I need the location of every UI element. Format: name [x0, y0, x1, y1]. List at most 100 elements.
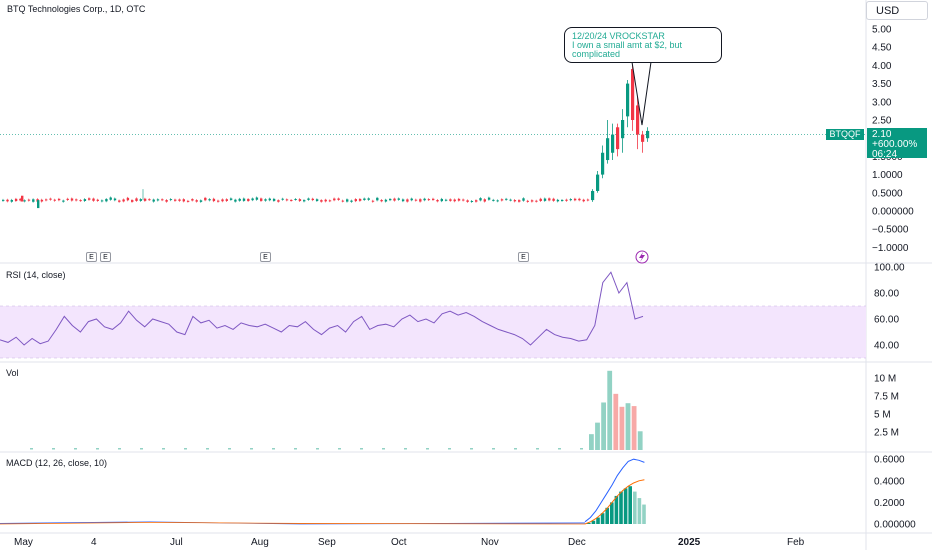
earnings-marker[interactable]: E	[518, 252, 529, 262]
candle	[483, 199, 486, 202]
candle	[444, 199, 448, 201]
candle	[449, 199, 452, 201]
candle	[290, 199, 293, 201]
macd-histogram-bar	[591, 520, 596, 524]
macd-tick: 0.4000	[874, 476, 905, 487]
volume-bar	[228, 448, 231, 450]
candle	[229, 198, 233, 200]
candle	[113, 198, 117, 201]
volume-bar	[96, 448, 99, 450]
candle	[384, 199, 388, 202]
event-flash-glyph	[639, 252, 645, 262]
candle	[281, 198, 284, 200]
macd-histogram-bar	[619, 491, 623, 524]
candle	[148, 199, 151, 201]
candle	[457, 198, 461, 201]
candle	[487, 197, 491, 200]
candle	[311, 198, 314, 201]
candle	[57, 198, 61, 201]
volume-bar	[601, 402, 606, 450]
volume-bar	[404, 448, 407, 450]
candle	[165, 200, 168, 202]
macd-histogram-bar	[633, 491, 637, 524]
price-tick: 4.00	[872, 61, 892, 72]
candle	[37, 200, 40, 209]
candle	[100, 200, 104, 202]
candle	[92, 198, 95, 201]
callout-line-1: 12/20/24 VROCKSTAR	[572, 31, 665, 41]
candle	[195, 200, 198, 202]
vol-tick: 2.5 M	[874, 428, 899, 439]
candle	[406, 199, 409, 202]
macd-histogram-bar	[600, 513, 605, 524]
volume-bar	[589, 434, 594, 450]
candle	[221, 199, 224, 202]
bar-countdown: 06:24	[872, 149, 898, 160]
candle	[470, 200, 474, 202]
candle	[641, 134, 645, 142]
volume-bar	[607, 370, 613, 450]
candle	[462, 199, 465, 201]
candle	[376, 197, 379, 201]
candle	[126, 197, 130, 201]
candle	[333, 198, 336, 201]
candle	[578, 198, 581, 201]
candle	[238, 198, 241, 201]
price-tick: 3.00	[872, 97, 892, 108]
volume-bar	[272, 448, 275, 450]
time-tick: Aug	[251, 537, 269, 548]
volume-bar	[492, 448, 495, 450]
candle	[397, 198, 400, 200]
price-tick: 4.50	[872, 43, 892, 54]
candle	[152, 199, 155, 202]
candle	[500, 199, 504, 201]
volume-bar	[470, 448, 473, 450]
candle	[427, 199, 431, 201]
candle	[49, 198, 52, 200]
macd-line	[584, 458, 645, 523]
candle	[169, 199, 173, 201]
earnings-marker[interactable]: E	[86, 252, 97, 262]
candle	[492, 199, 495, 201]
macd-histogram-bar	[605, 507, 609, 524]
candle	[543, 198, 547, 201]
candle	[10, 199, 13, 202]
candle	[410, 198, 413, 201]
volume-bar	[558, 448, 561, 450]
volume-bar	[631, 406, 637, 450]
candle	[251, 198, 254, 201]
price-tick: 3.50	[872, 79, 892, 90]
candle	[79, 200, 82, 202]
volume-bar	[426, 448, 429, 450]
volume-bar	[316, 448, 319, 450]
candle	[156, 199, 160, 201]
candle	[268, 198, 271, 201]
candle	[367, 198, 370, 200]
candle	[122, 199, 125, 202]
candle	[573, 198, 577, 201]
rsi-tick: 60.00	[874, 315, 899, 326]
candle	[432, 198, 435, 200]
candle	[191, 199, 194, 201]
symbol-label: BTQQF	[826, 129, 864, 140]
price-tick: −1.0000	[872, 243, 909, 254]
candle	[247, 198, 250, 201]
candle	[285, 199, 289, 201]
idea-callout[interactable]: 12/20/24 VROCKSTAR I own a small amt at …	[564, 27, 722, 63]
earnings-marker[interactable]: E	[260, 252, 271, 262]
candle	[23, 200, 26, 202]
candle	[186, 200, 190, 202]
earnings-marker[interactable]: E	[100, 252, 111, 262]
volume-bar	[448, 448, 451, 450]
currency-selector[interactable]: USD	[866, 1, 928, 20]
volume-bar	[625, 403, 631, 450]
volume-bar	[514, 448, 517, 450]
volume-bar	[206, 448, 209, 450]
candle	[363, 198, 366, 200]
candle	[401, 199, 405, 202]
candle	[19, 198, 22, 201]
volume-bar	[637, 431, 643, 450]
candle	[21, 195, 24, 202]
signal-line	[584, 479, 645, 525]
